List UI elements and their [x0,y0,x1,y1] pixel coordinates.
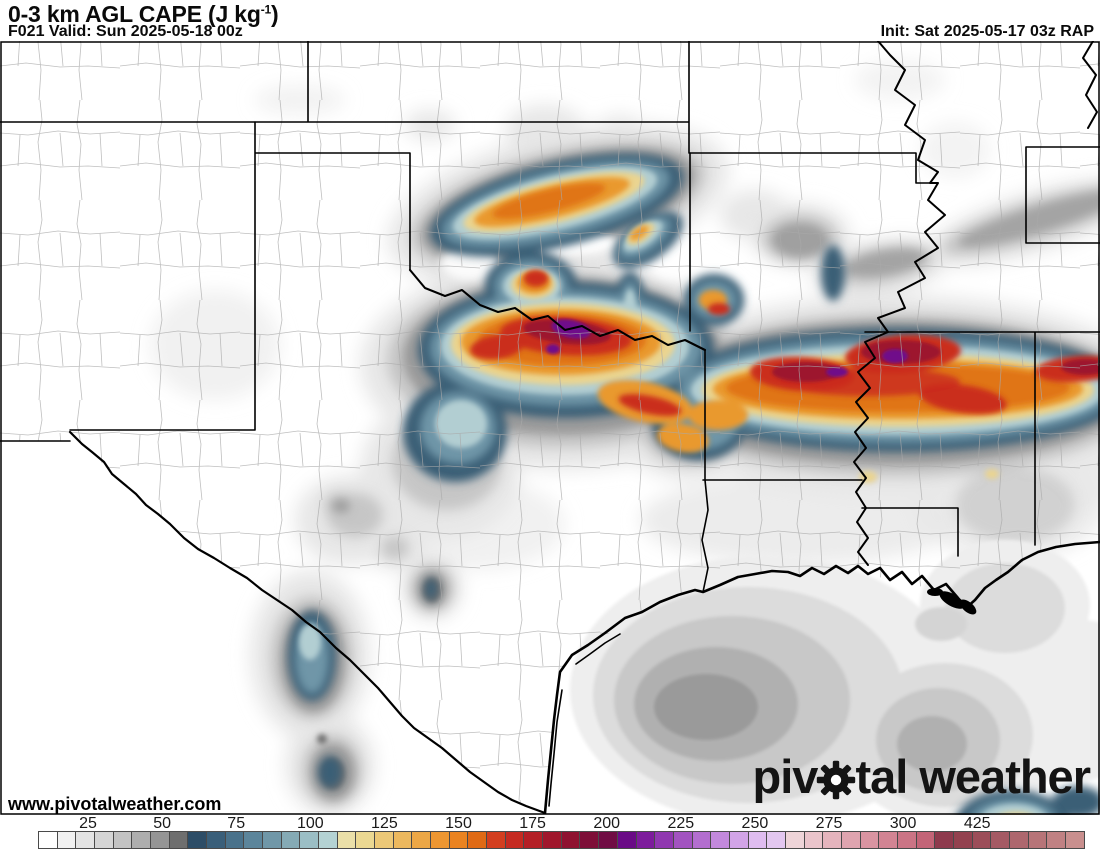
pivotal-weather-logo: piv tal weather [752,749,1091,804]
logo-text-right: tal weather [855,750,1091,803]
colorbar-tick-label: 150 [445,815,472,832]
colorbar-cell [57,832,77,848]
colorbar-cell [356,832,376,848]
colorbar-tick-label: 200 [593,815,621,832]
colorbar-cell [1028,832,1048,848]
colorbar-cell [543,832,562,848]
colorbar-tick-label: 25 [79,815,97,832]
logo-text-left: piv [752,750,819,803]
colorbar-cell [841,832,861,848]
rivers [68,41,1098,815]
colorbar-cell [879,832,898,848]
colorbar-cell [1009,832,1029,848]
gulf-coastline [543,540,1100,815]
colorbar-tick-label: 300 [889,815,917,832]
colorbar-cell [244,832,264,848]
colorbar-cell [263,832,282,848]
colorbar-cell [337,832,357,848]
page-title: 0-3 km AGL CAPE (J kg-1) [8,1,279,27]
colorbar-cell [132,832,152,848]
state-borders [0,41,1100,593]
colorbar-tick-label: 125 [371,815,398,832]
colorbar-cell [916,832,936,848]
colorbar-cell [375,832,394,848]
colorbar-cell [225,832,245,848]
map-svg [0,41,1100,815]
colorbar-cell [281,832,301,848]
colorbar-cell [113,832,133,848]
colorbar-cell [487,832,506,848]
red-river [408,268,707,352]
colorbar-cell [711,832,730,848]
colorbar-cell [300,832,320,848]
delta-marsh [927,588,977,615]
colorbar-cell [169,832,189,848]
colorbar-ticks: 25 50 75 100 125 150 175 200 225 250 275 300 425 [0,815,1100,832]
colorbar-tick-label: 50 [153,815,171,832]
colorbar-cell [505,832,525,848]
colorbar-cell [431,832,450,848]
colorbar-cell [393,832,413,848]
colorbar-cell [76,832,96,848]
gear-icon [817,760,856,799]
colorbar-cell [188,832,208,848]
colorbar-tick-label: 250 [741,815,769,832]
colorbar-cell [412,832,432,848]
colorbar-cell [972,832,992,848]
colorbar-cell [729,832,749,848]
mississippi-river [853,41,946,566]
colorbar-cell [207,832,226,848]
colorbar-cell [636,832,656,848]
colorbar-cell [524,832,544,848]
watermark-url: www.pivotalweather.com [8,794,222,814]
colorbar-cell [617,832,637,848]
colorbar-cell [692,832,712,848]
colorbar-cells [38,831,1085,849]
colorbar-cell [655,832,674,848]
colorbar-tick-label: 100 [296,815,324,832]
colorbar-cell [449,832,469,848]
map-frame [0,41,1100,815]
colorbar-cell [1065,832,1084,848]
colorbar-cell [991,832,1010,848]
colorbar-cell [953,832,973,848]
colorbar-cell [561,832,581,848]
colorbar-tick-label: 75 [227,815,246,832]
colorbar-cell [95,832,114,848]
cape-map: www.pivotalweather.com piv tal weather [0,41,1100,815]
init-time-label: Init: Sat 2025-05-17 03z RAP [880,23,1094,40]
colorbar-cell [580,832,600,848]
valid-time-label: F021 Valid: Sun 2025-05-18 00z [8,23,243,40]
tennessee-river [1082,41,1098,129]
colorbar-cell [468,832,488,848]
colorbar-cell [319,832,338,848]
colorbar-cell [804,832,824,848]
colorbar-tick-label: 225 [667,815,695,832]
map-header: 0-3 km AGL CAPE (J kg-1) F021 Valid: Sun… [0,0,1100,41]
colorbar-cell [860,832,880,848]
colorbar-cell [1047,832,1066,848]
colorbar-cell [748,832,768,848]
colorbar-cell [39,832,58,848]
rio-grande [68,430,547,815]
colorbar-cell [785,832,805,848]
colorbar: 25 50 75 100 125 150 175 200 225 250 275 300 425 [0,815,1100,850]
colorbar-cell [767,832,786,848]
colorbar-cell [673,832,693,848]
colorbar-cell [823,832,842,848]
colorbar-cell [935,832,954,848]
colorbar-tick-label: 175 [519,815,546,832]
colorbar-cell [897,832,917,848]
colorbar-tick-label: 425 [963,815,991,832]
colorbar-tick-label: 275 [815,815,843,832]
colorbar-cell [599,832,618,848]
colorbar-cell [151,832,170,848]
